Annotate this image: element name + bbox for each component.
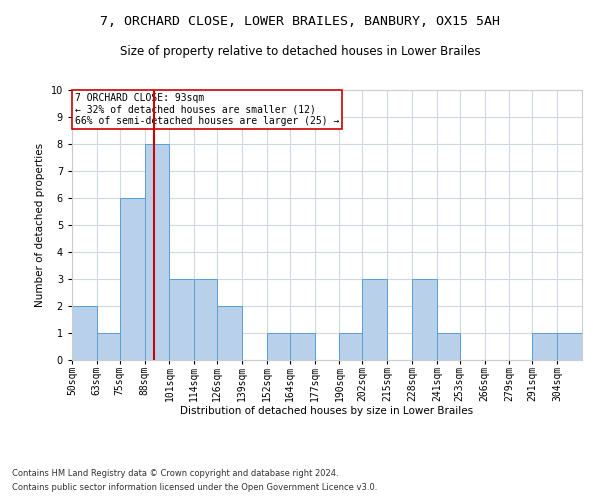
Bar xyxy=(97,333,120,360)
Bar xyxy=(145,144,169,360)
Bar xyxy=(412,279,437,360)
Text: 7, ORCHARD CLOSE, LOWER BRAILES, BANBURY, OX15 5AH: 7, ORCHARD CLOSE, LOWER BRAILES, BANBURY… xyxy=(100,15,500,28)
Bar xyxy=(290,333,314,360)
Bar xyxy=(340,333,362,360)
Bar xyxy=(120,198,145,360)
Bar xyxy=(169,279,194,360)
Bar xyxy=(557,333,582,360)
Text: Size of property relative to detached houses in Lower Brailes: Size of property relative to detached ho… xyxy=(119,45,481,58)
Bar xyxy=(72,306,97,360)
Bar xyxy=(194,279,217,360)
Y-axis label: Number of detached properties: Number of detached properties xyxy=(35,143,45,307)
Bar xyxy=(532,333,557,360)
X-axis label: Distribution of detached houses by size in Lower Brailes: Distribution of detached houses by size … xyxy=(181,406,473,416)
Bar xyxy=(267,333,290,360)
Text: Contains HM Land Registry data © Crown copyright and database right 2024.: Contains HM Land Registry data © Crown c… xyxy=(12,468,338,477)
Bar xyxy=(217,306,242,360)
Bar xyxy=(362,279,387,360)
Text: Contains public sector information licensed under the Open Government Licence v3: Contains public sector information licen… xyxy=(12,484,377,492)
Bar xyxy=(437,333,460,360)
Text: 7 ORCHARD CLOSE: 93sqm
← 32% of detached houses are smaller (12)
66% of semi-det: 7 ORCHARD CLOSE: 93sqm ← 32% of detached… xyxy=(74,92,339,126)
